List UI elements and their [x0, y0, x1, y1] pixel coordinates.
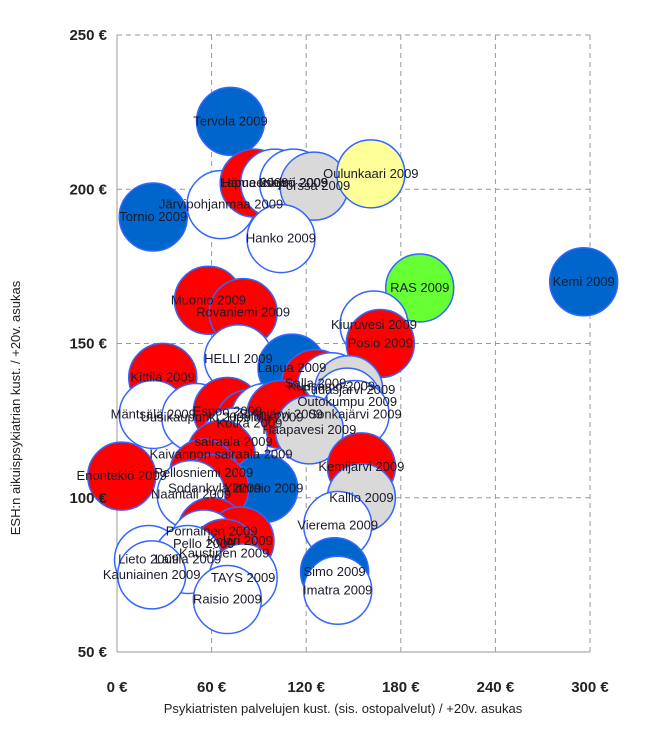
- bubble-label: Lapua 2009: [258, 360, 327, 375]
- bubble-label: Kuusamo 2009: [288, 379, 375, 394]
- bubble-label: Muonio 2009: [171, 292, 246, 307]
- y-axis-title: ESH:n aikuispsykiatrian kust. / +20v. as…: [8, 280, 23, 535]
- bubble-label: Oulunkaari 2009: [323, 166, 418, 181]
- x-tick-label: 120 €: [287, 679, 325, 696]
- bubble-label: HELLI 2009: [204, 351, 273, 366]
- x-tick-label: 240 €: [477, 679, 515, 696]
- bubble-label: Kolari 2009: [207, 533, 273, 548]
- bubble-label: Iisalmi 2009: [259, 175, 328, 190]
- x-axis-title: Psykiatristen palvelujen kust. (sis. ost…: [164, 701, 523, 716]
- bubble: [336, 139, 406, 209]
- bubble-label: Simo 2009: [304, 564, 366, 579]
- bubble-series: [86, 86, 619, 635]
- bubble-label: Laitila 2009: [155, 551, 222, 566]
- bubble: [246, 203, 316, 274]
- bubble-label: Sonkajärvi 2009: [308, 406, 401, 421]
- bubble-label: Pello 2009: [173, 536, 234, 551]
- bubble-label: sairaala 2009: [195, 434, 273, 449]
- bubble-label: TAYS 2009: [211, 570, 276, 585]
- x-tick-label: 300 €: [571, 679, 609, 696]
- y-tick-label: 250 €: [69, 27, 107, 44]
- y-tick-label: 100 €: [69, 490, 107, 507]
- bubble-label: Kiuruvesi 2009: [331, 317, 417, 332]
- bubble: [274, 395, 345, 465]
- bubble: [548, 247, 619, 317]
- bubble-label: Siilinjärvi 2009: [239, 406, 323, 421]
- bubble-label: Kotka 2009: [217, 416, 283, 431]
- bubble-label: Sodankylä 2009: [168, 480, 261, 495]
- bubble-label: Kittilä 2009: [131, 369, 195, 384]
- bubble-label: Imatra 2009: [303, 582, 372, 597]
- bubble-label: Naantali 2009: [151, 487, 231, 502]
- bubble-label: Järvipohjanmaa 2009: [159, 197, 283, 212]
- bubble-label: Forssa 2009: [278, 178, 350, 193]
- bubble-label: Lieto 2009: [118, 551, 179, 566]
- bubble-label: Ylitornio 2009: [224, 480, 304, 495]
- bubble-label: Uusikaupunki 2009: [141, 410, 252, 425]
- bubble-label: Heinola 2009: [227, 410, 304, 425]
- bubble-label: Posio 2009: [348, 336, 413, 351]
- bubble-label: Kaustinen 2009: [179, 545, 269, 560]
- bubble-label: Kallio 2009: [329, 490, 393, 505]
- bubble-label: Hämeenkyrö 2009: [222, 175, 328, 190]
- x-tick-label: 0 €: [107, 679, 129, 696]
- bubble-label: Espoo 2009: [193, 403, 262, 418]
- bubble: [116, 540, 187, 610]
- bubble-label: Pellosniemi 2009: [154, 465, 253, 480]
- bubble: [118, 182, 189, 252]
- bubble-label: Kauniainen 2009: [103, 567, 201, 582]
- bubble-label: Kaivannon sairaala 2009: [150, 447, 293, 462]
- bubble-label: RAS 2009: [390, 280, 449, 295]
- bubble: [302, 555, 373, 626]
- bubble-label: Haapavesi 2009: [262, 422, 356, 437]
- bubble: [192, 564, 263, 635]
- bubble-label: Raisio 2009: [193, 592, 262, 607]
- bubble-label: Tornio 2009: [119, 209, 187, 224]
- x-tick-label: 180 €: [382, 679, 420, 696]
- x-tick-label: 60 €: [197, 679, 227, 696]
- bubble-label: Tervola 2009: [193, 113, 267, 128]
- y-tick-label: 50 €: [78, 644, 108, 661]
- bubble-label: Outokumpu 2009: [297, 394, 397, 409]
- bubble-label: Vierema 2009: [297, 518, 378, 533]
- bubble-label: Rovaniemi 2009: [196, 305, 290, 320]
- bubble-label: Pudasjärvi 2009: [302, 382, 395, 397]
- x-axis-ticks: 0 € 60 € 120 € 180 € 240 € 300 €: [107, 679, 610, 696]
- bubble-label: Kemi 2009: [553, 274, 615, 289]
- bubble-label: Hanko 2009: [246, 231, 316, 246]
- y-axis-ticks: 50 € 100 € 150 € 200 € 250 €: [69, 27, 107, 661]
- bubble: [86, 441, 157, 511]
- bubble-label: Pornainen 2009: [166, 524, 258, 539]
- y-tick-label: 200 €: [69, 181, 107, 198]
- bubble-label: Salla 2009: [285, 376, 346, 391]
- bubble: [195, 86, 266, 157]
- bubble-label: Kemijärvi 2009: [318, 459, 404, 474]
- bubble-label: Mäntsälä 2009: [111, 406, 196, 421]
- bubble-label: Enontekiö 2009: [77, 468, 167, 483]
- y-tick-label: 150 €: [69, 336, 107, 353]
- bubble-label: Lapua 2009: [220, 175, 289, 190]
- bubble: [384, 253, 455, 323]
